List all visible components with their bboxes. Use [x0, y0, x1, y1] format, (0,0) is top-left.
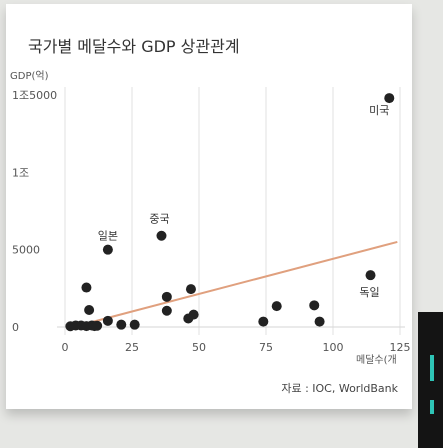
trendline — [72, 240, 398, 328]
x-tick-label-0: 0 — [62, 341, 69, 354]
annotation-label-1: 중국 — [149, 213, 169, 226]
side-accent-bar-small — [430, 400, 434, 414]
x-tick-label-3: 75 — [259, 341, 273, 354]
data-point-21 — [92, 320, 103, 331]
data-point-12 — [258, 316, 269, 327]
data-point-15 — [129, 319, 140, 330]
data-point-11 — [314, 316, 325, 327]
x-tick-label-1: 25 — [125, 341, 139, 354]
annotation-label-0: 미국 — [369, 104, 389, 117]
x-axis-label: 메달수(개 — [356, 354, 397, 366]
y-tick-label-2: 1조 — [12, 166, 29, 179]
data-point-10 — [309, 300, 320, 311]
y-tick-label-1: 5000 — [12, 244, 40, 257]
data-point-4 — [161, 291, 172, 302]
data-point-23 — [365, 270, 376, 281]
data-point-5 — [161, 305, 172, 316]
x-tick-label-4: 100 — [323, 341, 344, 354]
data-point-1 — [156, 230, 167, 241]
annotation-label-3: 독일 — [359, 285, 379, 299]
x-tick-label-5: 125 — [390, 341, 411, 354]
y-axis-label: GDP(억) — [10, 70, 49, 82]
points-group — [65, 93, 395, 332]
x-tick-label-2: 50 — [192, 341, 206, 354]
chart-card — [6, 4, 412, 409]
data-point-22 — [65, 321, 76, 332]
data-point-3 — [84, 304, 95, 315]
trendline-group — [72, 240, 398, 328]
y-tick-label-0: 0 — [12, 321, 19, 334]
data-point-0 — [384, 93, 395, 104]
data-point-13 — [102, 315, 113, 326]
y-tick-label-3: 1조5000 — [12, 89, 57, 102]
side-accent-bar — [430, 355, 434, 381]
data-point-24 — [102, 244, 113, 255]
data-point-14 — [116, 319, 127, 330]
data-point-2 — [81, 282, 92, 293]
annotation-label-2: 일본 — [98, 229, 118, 243]
data-point-6 — [185, 284, 196, 295]
chart-title: 국가별 메달수와 GDP 상관관계 — [28, 37, 240, 56]
y-ticks: 0 5000 1조 1조5000 — [12, 89, 57, 334]
grid — [57, 87, 405, 335]
data-point-8 — [183, 313, 194, 324]
x-ticks: 0 25 50 75 100 125 — [62, 341, 411, 354]
data-point-9 — [271, 301, 282, 312]
source-note: 자료 : IOC, WorldBank — [281, 382, 398, 395]
